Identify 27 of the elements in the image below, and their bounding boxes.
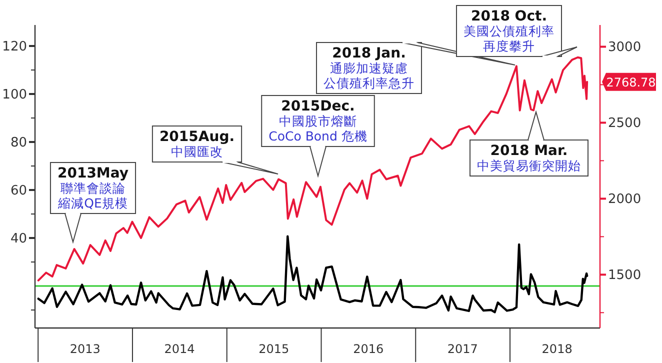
annotation: 2015Dec. 中國股市熔斷CoCo Bond 危機 — [268, 98, 368, 144]
y-tick-label: 80 — [10, 136, 27, 150]
annotation: 2013May 聯準會談論縮減QE規模 — [57, 166, 129, 210]
y2-tick-label: 3000 — [608, 40, 642, 56]
y-tick-label: 60 — [10, 184, 27, 198]
annotation: 2018 Jan. 通膨加速疑慮公債殖利率急升 — [324, 46, 414, 90]
y-tick-label: 100 — [2, 88, 27, 102]
y2-tick-label: 2500 — [608, 116, 642, 132]
value-label: 2768.78 — [602, 72, 656, 91]
x-tick-label: 2013 — [70, 342, 100, 356]
annotation: 2018 Mar. 中美貿易衝突開始 — [470, 110, 588, 176]
annotation: 2018 Mar. 中美貿易衝突開始 — [477, 143, 581, 173]
y2-tick-label: 2000 — [608, 192, 642, 208]
y2-tick-label: 1500 — [608, 268, 642, 284]
x-tick-label: 2014 — [164, 342, 195, 356]
annotation: 2018 Oct. 美國公債殖利率再度攀升 — [456, 5, 578, 58]
y-tick-label: 120 — [2, 40, 27, 54]
x-tick-label: 2015 — [258, 342, 290, 356]
x-tick-label: 2016 — [353, 342, 384, 356]
data-label: 2768.78 — [606, 75, 656, 90]
y-tick-label: 40 — [10, 232, 27, 246]
x-tick-label: 2018 — [542, 342, 572, 356]
annotation: 2015Dec. 中國股市熔斷CoCo Bond 危機 — [261, 95, 375, 178]
annotation: 2018 Oct. 美國公債殖利率再度攀升 — [464, 8, 554, 54]
annotation: 2013May 聯準會談論縮減QE規模 — [50, 162, 136, 244]
x-tick-label: 2017 — [447, 342, 478, 356]
annotation: 2015Aug. 中國匯改 — [159, 129, 235, 159]
